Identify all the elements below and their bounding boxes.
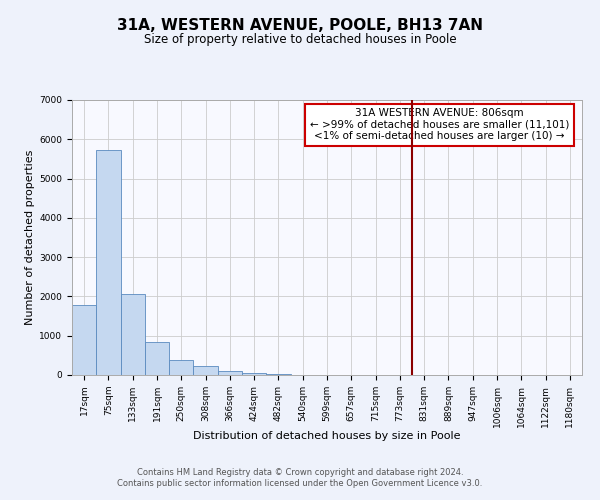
Bar (193, 366, 218, 375)
Bar (72, 305, 96, 375)
Text: 31A WESTERN AVENUE: 806sqm
← >99% of detached houses are smaller (11,101)
<1% of: 31A WESTERN AVENUE: 806sqm ← >99% of det… (310, 108, 569, 142)
X-axis label: Distribution of detached houses by size in Poole: Distribution of detached houses by size … (193, 431, 461, 441)
Bar (96, 150, 121, 375)
Bar (169, 360, 193, 375)
Bar (266, 374, 290, 375)
Bar (121, 294, 145, 375)
Bar (218, 371, 242, 375)
Text: Contains HM Land Registry data © Crown copyright and database right 2024.
Contai: Contains HM Land Registry data © Crown c… (118, 468, 482, 487)
Text: 31A, WESTERN AVENUE, POOLE, BH13 7AN: 31A, WESTERN AVENUE, POOLE, BH13 7AN (117, 18, 483, 32)
Bar (242, 373, 266, 375)
Bar (145, 342, 169, 375)
Text: Size of property relative to detached houses in Poole: Size of property relative to detached ho… (143, 32, 457, 46)
Y-axis label: Number of detached properties: Number of detached properties (25, 150, 35, 325)
